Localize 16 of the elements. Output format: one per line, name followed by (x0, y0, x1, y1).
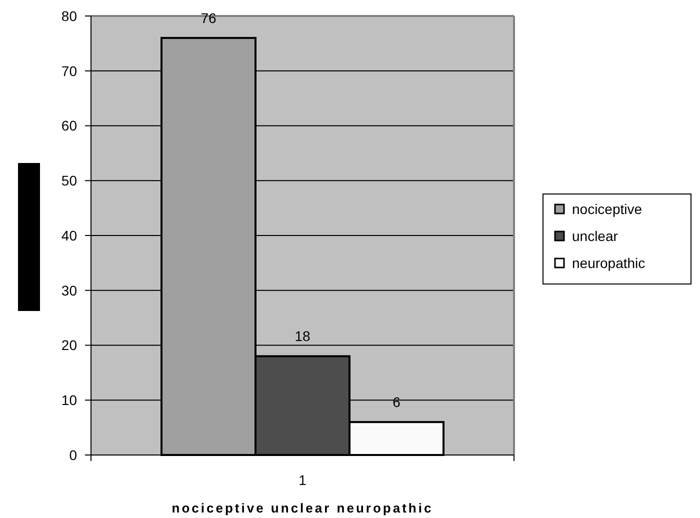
y-tick-label: 60 (61, 118, 78, 134)
legend-label: neuropathic (572, 254, 646, 271)
y-tick-label: 20 (61, 337, 78, 354)
y-tick-label: 30 (61, 282, 78, 298)
y-tick-label: 70 (61, 62, 78, 79)
y-tick-label: 40 (61, 227, 78, 244)
y-tick-label: 50 (61, 172, 78, 189)
x-tick-label: 1 (298, 472, 307, 488)
y-tick-label: 80 (61, 8, 78, 24)
y-tick-label: 0 (69, 446, 78, 463)
legend-label: unclear (572, 228, 618, 244)
legend-label: nociceptive (572, 200, 642, 217)
data-label: 76 (200, 10, 216, 26)
y-tick-label: 10 (61, 392, 78, 408)
data-label: 18 (294, 328, 310, 344)
x-axis-title: nociceptive unclear neuropathic (172, 500, 434, 516)
